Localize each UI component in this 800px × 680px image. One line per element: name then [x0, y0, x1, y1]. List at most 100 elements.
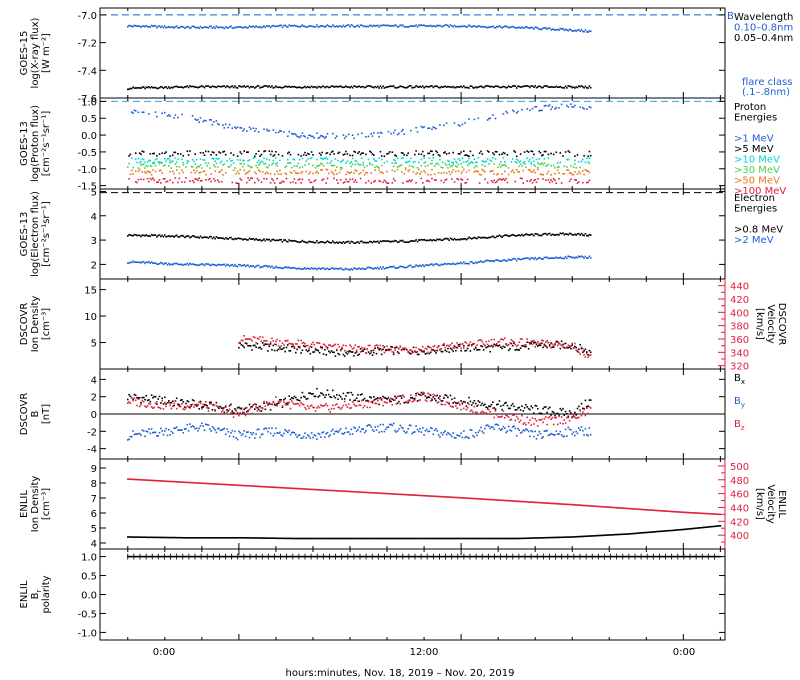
data-point	[141, 234, 144, 237]
data-point	[248, 86, 251, 89]
data-point	[489, 350, 491, 353]
y-axis-label-line: log(Proton flux)	[30, 105, 41, 182]
data-point	[146, 86, 149, 89]
data-point	[502, 339, 505, 341]
data-point	[324, 537, 326, 540]
data-point	[223, 127, 226, 129]
data-point	[465, 238, 468, 241]
data-point	[390, 397, 392, 400]
data-point	[161, 399, 163, 402]
data-point	[448, 152, 450, 155]
data-point	[522, 429, 525, 431]
data-point	[320, 537, 322, 540]
y-axis-label-line: log(X-ray flux)	[30, 17, 41, 88]
data-point	[435, 263, 437, 265]
data-point	[427, 164, 429, 167]
data-point	[306, 137, 309, 139]
data-point	[219, 264, 222, 266]
data-point	[152, 86, 154, 89]
data-point	[504, 160, 506, 163]
data-point	[349, 269, 351, 271]
data-point	[141, 25, 144, 27]
data-point	[384, 350, 387, 352]
data-point	[551, 233, 554, 236]
data-point	[558, 257, 560, 259]
data-point	[433, 345, 436, 347]
data-point	[177, 429, 179, 431]
data-point	[558, 415, 560, 418]
data-point	[280, 537, 282, 540]
data-point	[513, 342, 515, 345]
data-point	[377, 397, 379, 399]
data-point	[256, 166, 259, 169]
data-point	[564, 233, 567, 235]
data-point	[563, 342, 566, 345]
data-point	[291, 396, 293, 399]
data-point	[511, 25, 514, 28]
data-point	[440, 403, 443, 406]
data-point	[285, 165, 288, 167]
data-point	[317, 26, 320, 28]
data-point	[447, 347, 449, 350]
data-point	[199, 402, 202, 405]
data-point	[379, 24, 382, 27]
data-point	[280, 173, 282, 175]
data-point	[268, 129, 271, 132]
data-point	[358, 267, 361, 269]
data-point	[422, 182, 424, 184]
data-point	[291, 431, 293, 434]
data-point	[418, 399, 420, 402]
data-point	[392, 165, 395, 168]
data-point	[246, 537, 248, 539]
data-point	[242, 411, 244, 414]
data-point	[588, 106, 591, 108]
y-axis-label-line: [cm⁻²s⁻¹sr⁻¹]	[41, 201, 52, 267]
data-point	[492, 181, 494, 184]
data-point	[341, 347, 343, 350]
data-point	[541, 162, 543, 164]
data-point	[318, 406, 321, 409]
data-point	[445, 344, 448, 347]
data-point	[484, 165, 486, 168]
data-point	[432, 433, 435, 436]
data-point	[514, 419, 517, 422]
data-point	[199, 85, 202, 88]
data-point	[574, 159, 576, 162]
data-point	[316, 387, 318, 390]
data-point	[485, 340, 487, 343]
data-point	[371, 153, 374, 155]
data-point	[365, 400, 367, 402]
data-point	[153, 406, 155, 409]
data-point	[223, 150, 226, 153]
data-point	[320, 404, 322, 406]
data-point	[310, 404, 313, 407]
data-point	[280, 434, 282, 436]
data-point	[222, 85, 224, 88]
data-point	[165, 151, 167, 153]
data-point	[194, 26, 196, 29]
data-point	[179, 429, 182, 431]
data-point	[571, 234, 573, 236]
data-point	[537, 345, 539, 347]
data-point	[354, 169, 357, 172]
data-point	[279, 130, 281, 132]
data-point	[219, 237, 222, 239]
data-point	[423, 434, 425, 436]
data-point	[317, 405, 320, 408]
data-point	[488, 345, 490, 347]
data-point	[207, 150, 210, 153]
data-point	[264, 85, 267, 87]
data-point	[236, 438, 239, 441]
data-point	[285, 537, 288, 540]
data-point	[279, 340, 281, 342]
data-point	[419, 349, 421, 351]
data-point	[354, 344, 357, 346]
data-point	[218, 237, 220, 239]
data-point	[407, 401, 409, 404]
data-point	[292, 267, 294, 269]
data-point	[240, 408, 243, 411]
data-point	[387, 396, 390, 399]
data-point	[321, 135, 323, 137]
data-point	[396, 402, 399, 405]
data-point	[506, 234, 509, 237]
